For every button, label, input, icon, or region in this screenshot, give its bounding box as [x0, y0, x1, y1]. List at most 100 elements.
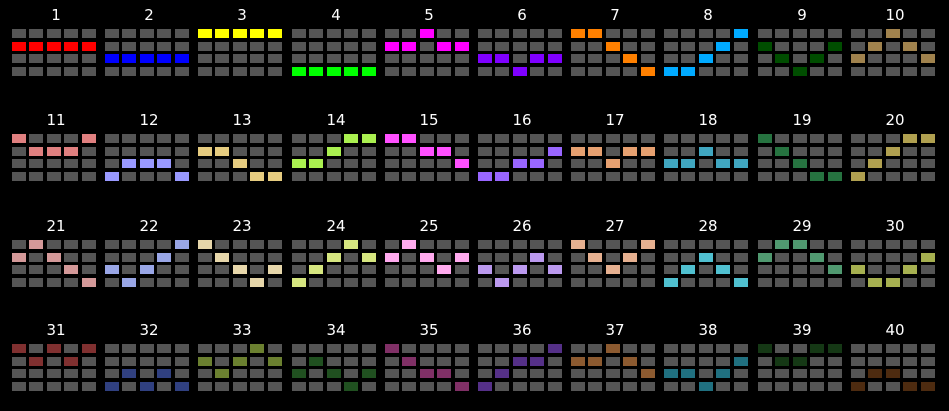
- pattern-tile[interactable]: 38: [663, 318, 753, 398]
- pattern-tile[interactable]: 7: [570, 3, 660, 83]
- cell-off: [197, 252, 213, 263]
- pattern-tile[interactable]: 23: [197, 214, 287, 294]
- cell-off: [249, 66, 265, 77]
- pattern-tile[interactable]: 14: [291, 108, 381, 188]
- pattern-tile[interactable]: 22: [104, 214, 194, 294]
- cell-lit: [494, 53, 510, 64]
- cell-lit: [454, 41, 470, 52]
- pattern-tile[interactable]: 20: [850, 108, 940, 188]
- cell-off: [214, 356, 230, 367]
- cell-off: [850, 146, 866, 157]
- pattern-tile[interactable]: 10: [850, 3, 940, 83]
- pattern-tile[interactable]: 16: [477, 108, 567, 188]
- pattern-number: 36: [512, 321, 532, 339]
- cell-lit: [663, 66, 679, 77]
- cell-off: [494, 66, 510, 77]
- pattern-tile[interactable]: 35: [384, 318, 474, 398]
- cell-off: [267, 41, 283, 52]
- cell-off: [512, 28, 528, 39]
- cell-off: [326, 381, 342, 392]
- pattern-tile[interactable]: 1: [11, 3, 101, 83]
- pattern-tile[interactable]: 6: [477, 3, 567, 83]
- cell-lit: [104, 381, 120, 392]
- cell-off: [902, 368, 918, 379]
- cell-off: [494, 356, 510, 367]
- cell-off: [232, 41, 248, 52]
- cell-off: [291, 146, 307, 157]
- pattern-tile[interactable]: 2: [104, 3, 194, 83]
- cell-off: [28, 277, 44, 288]
- cell-off: [326, 28, 342, 39]
- cell-lit: [419, 146, 435, 157]
- cell-off: [774, 171, 790, 182]
- cell-off: [46, 171, 62, 182]
- pattern-tile[interactable]: 15: [384, 108, 474, 188]
- cell-off: [640, 53, 656, 64]
- cell-lit: [343, 239, 359, 250]
- cell-off: [640, 356, 656, 367]
- pattern-tile[interactable]: 12: [104, 108, 194, 188]
- cell-off: [63, 66, 79, 77]
- cell-lit: [361, 66, 377, 77]
- pattern-tile[interactable]: 36: [477, 318, 567, 398]
- cell-off: [698, 66, 714, 77]
- pattern-tile[interactable]: 17: [570, 108, 660, 188]
- pattern-tile[interactable]: 11: [11, 108, 101, 188]
- pattern-tile[interactable]: 27: [570, 214, 660, 294]
- pattern-tile[interactable]: 21: [11, 214, 101, 294]
- cell-off: [920, 277, 936, 288]
- cell-lit: [587, 28, 603, 39]
- pattern-number: 9: [797, 6, 807, 24]
- pattern-tile[interactable]: 33: [197, 318, 287, 398]
- pattern-tile[interactable]: 39: [757, 318, 847, 398]
- cell-lit: [529, 53, 545, 64]
- cell-off: [529, 368, 545, 379]
- pattern-tile[interactable]: 28: [663, 214, 753, 294]
- pattern-tile[interactable]: 31: [11, 318, 101, 398]
- cell-off: [512, 368, 528, 379]
- pattern-tile[interactable]: 26: [477, 214, 567, 294]
- cell-off: [343, 146, 359, 157]
- pattern-tile[interactable]: 34: [291, 318, 381, 398]
- cell-lit: [827, 264, 843, 275]
- pattern-tile[interactable]: 24: [291, 214, 381, 294]
- pattern-number: 21: [46, 217, 66, 235]
- pattern-tile[interactable]: 18: [663, 108, 753, 188]
- pattern-tile[interactable]: 29: [757, 214, 847, 294]
- cell-off: [361, 264, 377, 275]
- cell-off: [902, 158, 918, 169]
- pattern-tile[interactable]: 13: [197, 108, 287, 188]
- cell-off: [121, 264, 137, 275]
- cell-off: [454, 146, 470, 157]
- cell-off: [605, 368, 621, 379]
- cell-off: [640, 133, 656, 144]
- pattern-tile[interactable]: 30: [850, 214, 940, 294]
- cell-off: [104, 133, 120, 144]
- cell-off: [156, 264, 172, 275]
- pattern-tile[interactable]: 5: [384, 3, 474, 83]
- pattern-tile[interactable]: 3: [197, 3, 287, 83]
- pattern-tile[interactable]: 32: [104, 318, 194, 398]
- cell-off: [512, 252, 528, 263]
- cell-off: [454, 171, 470, 182]
- cell-off: [547, 356, 563, 367]
- cell-off: [419, 66, 435, 77]
- pattern-tile[interactable]: 19: [757, 108, 847, 188]
- cell-off: [920, 66, 936, 77]
- cell-off: [715, 343, 731, 354]
- cell-off: [214, 66, 230, 77]
- cell-lit: [197, 356, 213, 367]
- cell-off: [401, 381, 417, 392]
- pattern-tile[interactable]: 4: [291, 3, 381, 83]
- pattern-tile[interactable]: 8: [663, 3, 753, 83]
- cell-off: [308, 28, 324, 39]
- cell-off: [605, 53, 621, 64]
- pattern-tile[interactable]: 40: [850, 318, 940, 398]
- cell-off: [121, 66, 137, 77]
- pattern-tile[interactable]: 25: [384, 214, 474, 294]
- cell-lit: [885, 28, 901, 39]
- cell-off: [715, 356, 731, 367]
- pattern-tile[interactable]: 9: [757, 3, 847, 83]
- pattern-tile[interactable]: 37: [570, 318, 660, 398]
- cell-off: [757, 356, 773, 367]
